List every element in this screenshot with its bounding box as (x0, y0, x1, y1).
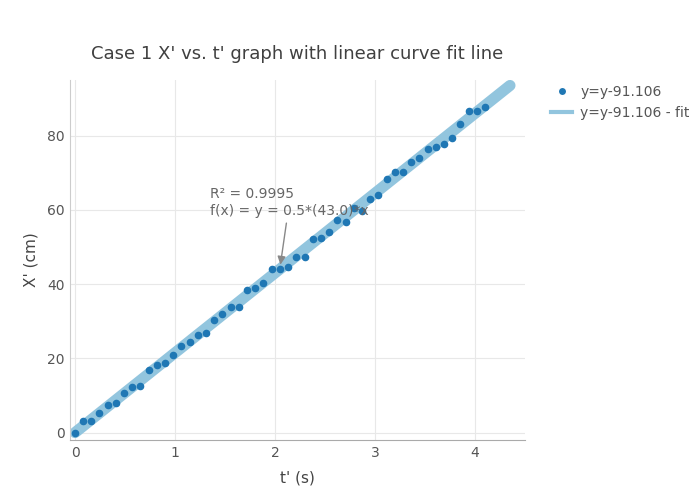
Point (94, 409, 105, 417)
Point (471, 107, 482, 115)
Point (69, 428, 80, 436)
Point (422, 146, 433, 154)
Point (143, 366, 154, 374)
Text: R² = 0.9995
f(x) = y = 0.5*(43.0)*x: R² = 0.9995 f(x) = y = 0.5*(43.0)*x (210, 188, 369, 263)
Point (167, 351, 178, 359)
Point (102, 401, 113, 409)
Point (151, 362, 162, 370)
Point (405, 158, 416, 166)
Point (447, 134, 458, 141)
Point (127, 383, 138, 391)
Title: Case 1 X' vs. t' graph with linear curve fit line: Case 1 X' vs. t' graph with linear curve… (92, 45, 503, 63)
Point (135, 382, 146, 390)
Point (258, 280, 269, 287)
Point (283, 264, 294, 272)
Point (118, 390, 130, 398)
Point (85, 417, 97, 425)
Point (463, 107, 474, 115)
Point (266, 265, 277, 273)
Point (110, 398, 121, 406)
Point (193, 332, 204, 340)
Point (356, 206, 368, 214)
Point (217, 310, 228, 318)
Point (340, 218, 351, 226)
Point (438, 140, 449, 148)
Point (323, 228, 335, 236)
Point (414, 154, 425, 162)
Point (200, 329, 211, 337)
Point (389, 168, 400, 175)
Point (307, 236, 318, 244)
Point (290, 254, 302, 262)
Point (250, 284, 261, 292)
Point (381, 175, 392, 183)
Legend: y=y-91.106, y=y-91.106 - fit: y=y-91.106, y=y-91.106 - fit (545, 80, 695, 126)
Point (430, 143, 442, 151)
Point (233, 303, 244, 311)
X-axis label: t' (s): t' (s) (280, 470, 315, 486)
Point (332, 216, 343, 224)
Point (176, 342, 187, 350)
Point (480, 103, 491, 111)
Point (241, 286, 253, 294)
Point (372, 190, 384, 198)
Point (299, 253, 310, 261)
Point (274, 265, 286, 273)
Point (365, 196, 376, 203)
Point (184, 338, 195, 346)
Point (315, 234, 326, 241)
Point (398, 168, 409, 176)
Point (160, 359, 171, 367)
Point (78, 416, 89, 424)
Y-axis label: X' (cm): X' (cm) (24, 232, 38, 287)
Point (455, 120, 466, 128)
Point (225, 304, 237, 312)
Point (348, 204, 359, 212)
Point (209, 316, 220, 324)
